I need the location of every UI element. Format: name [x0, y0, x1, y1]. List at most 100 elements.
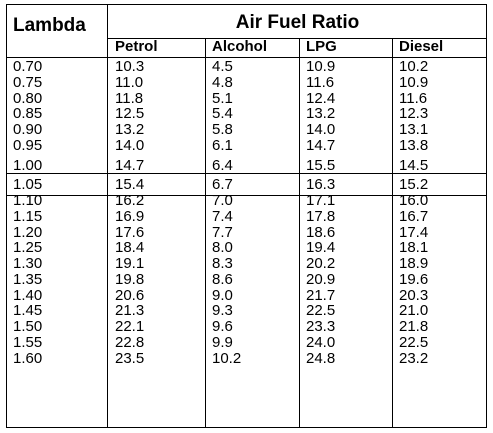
lambda-cell: 1.50: [13, 318, 43, 335]
alcohol-cell: 7.0: [212, 192, 233, 209]
table-row: 0.95 14.0 6.1 14.7 13.8: [7, 136, 486, 154]
alcohol-cell: 7.7: [212, 223, 233, 241]
lambda-cell: 0.95: [13, 136, 43, 154]
diesel-cell: 16.0: [399, 192, 429, 209]
alcohol-cell: 7.4: [212, 207, 233, 225]
stoich-row-bottom-divider: [7, 195, 486, 196]
diesel-cell: 21.0: [399, 302, 429, 320]
petrol-cell: 16.2: [115, 192, 145, 209]
petrol-cell: 23.5: [115, 349, 145, 367]
table-body: 0.70 10.3 4.5 10.9 10.2 0.75 11.0 4.8 11.6 10.9 0.…: [7, 59, 486, 366]
petrol-cell: 15.4: [115, 176, 145, 194]
lambda-cell: 0.85: [13, 105, 43, 123]
lambda-cell: 1.00: [13, 156, 43, 174]
col-divider-lambda: [107, 5, 108, 427]
alcohol-cell: 5.1: [212, 89, 233, 107]
lpg-cell: 24.8: [306, 349, 336, 367]
lpg-cell: 24.0: [306, 333, 336, 351]
table-row: 1.35 19.8 8.6 20.9 19.6: [7, 270, 486, 288]
petrol-cell: 18.4: [115, 239, 145, 257]
lambda-cell: 1.30: [13, 255, 43, 272]
lpg-cell: 18.6: [306, 223, 336, 241]
alcohol-cell: 4.5: [212, 58, 233, 75]
table-row: 1.45 21.3 9.3 22.5 21.0: [7, 303, 486, 319]
diesel-cell: 22.5: [399, 333, 429, 351]
table-row: 1.05 15.4 6.7 16.3 15.2: [7, 177, 486, 193]
alcohol-cell: 9.6: [212, 318, 233, 335]
col-divider-petrol: [205, 39, 206, 427]
lpg-cell: 17.1: [306, 192, 336, 209]
petrol-cell: 22.8: [115, 333, 145, 351]
lpg-cell: 20.9: [306, 270, 336, 288]
lambda-cell: 1.25: [13, 239, 43, 257]
petrol-cell: 14.0: [115, 136, 145, 154]
alcohol-header: Alcohol: [212, 38, 267, 55]
diesel-cell: 13.1: [399, 121, 429, 138]
alcohol-cell: 9.9: [212, 333, 233, 351]
alcohol-cell: 5.8: [212, 121, 233, 138]
diesel-cell: 12.3: [399, 105, 429, 123]
alcohol-cell: 8.3: [212, 255, 233, 272]
alcohol-cell: 10.2: [212, 349, 242, 367]
lambda-cell: 1.05: [13, 176, 43, 194]
lpg-cell: 14.7: [306, 136, 336, 154]
petrol-cell: 11.8: [115, 89, 144, 107]
table-row: 1.40 20.6 9.0 21.7 20.3: [7, 286, 486, 304]
lambda-cell: 1.10: [13, 192, 43, 209]
lambda-cell: 1.15: [13, 207, 43, 225]
group-header-divider: [107, 38, 486, 39]
table-row: 1.15 16.9 7.4 17.8 16.7: [7, 207, 486, 225]
diesel-cell: 14.5: [399, 156, 429, 174]
petrol-cell: 12.5: [115, 105, 145, 123]
diesel-header: Diesel: [399, 38, 444, 55]
alcohol-cell: 8.0: [212, 239, 233, 257]
diesel-cell: 18.9: [399, 255, 429, 272]
lambda-cell: 0.90: [13, 121, 43, 138]
alcohol-cell: 9.3: [212, 302, 233, 320]
table-row: 0.70 10.3 4.5 10.9 10.2: [7, 59, 486, 75]
table-row: 1.20 17.6 7.7 18.6 17.4: [7, 223, 486, 241]
lpg-cell: 17.8: [306, 207, 336, 225]
table-row: 1.60 23.5 10.2 24.8 23.2: [7, 349, 486, 367]
diesel-cell: 10.2: [399, 58, 429, 75]
lpg-cell: 20.2: [306, 255, 336, 272]
alcohol-cell: 6.7: [212, 176, 233, 194]
lambda-header: Lambda: [13, 15, 86, 36]
lambda-cell: 0.80: [13, 89, 43, 107]
diesel-cell: 17.4: [399, 223, 429, 241]
petrol-cell: 17.6: [115, 223, 145, 241]
petrol-cell: 10.3: [115, 58, 145, 75]
petrol-cell: 11.0: [115, 73, 144, 91]
diesel-cell: 10.9: [399, 73, 429, 91]
lambda-cell: 1.45: [13, 302, 43, 320]
table-row: 0.80 11.8 5.1 12.4 11.6: [7, 89, 486, 107]
diesel-cell: 11.6: [399, 89, 428, 107]
lpg-header: LPG: [306, 38, 337, 55]
petrol-cell: 22.1: [115, 318, 145, 335]
table-row: 0.90 13.2 5.8 14.0 13.1: [7, 122, 486, 138]
petrol-cell: 16.9: [115, 207, 145, 225]
col-divider-alcohol: [299, 39, 300, 427]
diesel-cell: 23.2: [399, 349, 429, 367]
table-row: 1.10 16.2 7.0 17.1 16.0: [7, 193, 486, 209]
diesel-cell: 18.1: [399, 239, 429, 257]
alcohol-cell: 6.4: [212, 156, 233, 174]
col-divider-lpg: [392, 39, 393, 427]
lpg-cell: 16.3: [306, 176, 336, 194]
alcohol-cell: 5.4: [212, 105, 233, 123]
lpg-cell: 23.3: [306, 318, 336, 335]
petrol-cell: 14.7: [115, 156, 145, 174]
lambda-cell: 1.20: [13, 223, 43, 241]
petrol-cell: 19.8: [115, 270, 145, 288]
table-row: 0.75 11.0 4.8 11.6 10.9: [7, 73, 486, 91]
lpg-cell: 15.5: [306, 156, 336, 174]
table-row: 1.30 19.1 8.3 20.2 18.9: [7, 256, 486, 272]
diesel-cell: 19.6: [399, 270, 429, 288]
air-fuel-ratio-table: Lambda Air Fuel Ratio Petrol Alcohol LPG…: [6, 4, 487, 428]
lambda-cell: 0.75: [13, 73, 43, 91]
lpg-cell: 13.2: [306, 105, 336, 123]
diesel-cell: 20.3: [399, 286, 429, 304]
petrol-header: Petrol: [115, 38, 158, 55]
table-row: 1.25 18.4 8.0 19.4 18.1: [7, 240, 486, 256]
table-row: 1.50 22.1 9.6 23.3 21.8: [7, 319, 486, 335]
